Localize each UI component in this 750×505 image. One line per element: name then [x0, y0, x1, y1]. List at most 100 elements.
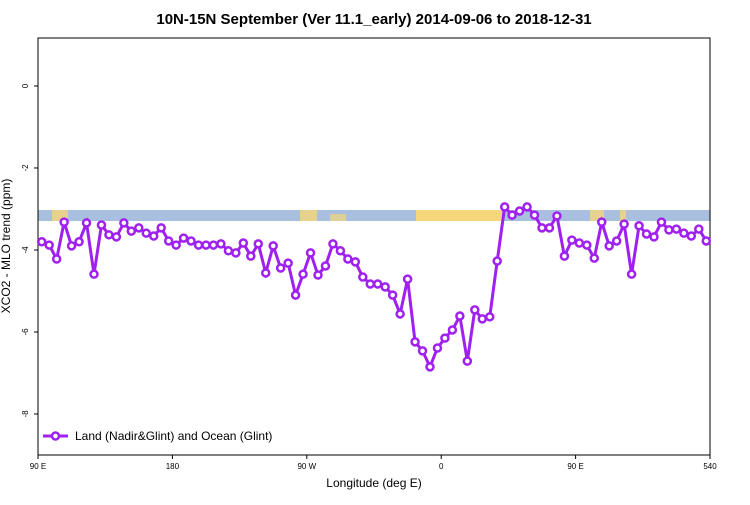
data-point — [619, 219, 629, 229]
y-tick-label: -6 — [21, 328, 30, 336]
data-point — [74, 237, 84, 247]
x-tick-label: 90 E — [30, 462, 46, 471]
y-axis-label: XCO2 - MLO trend (ppm) — [0, 179, 13, 314]
data-point — [328, 239, 338, 249]
data-point — [268, 241, 278, 251]
data-point — [66, 241, 77, 251]
data-point — [283, 258, 293, 268]
data-point — [238, 238, 249, 248]
data-point — [440, 333, 450, 343]
data-point — [350, 257, 361, 267]
land-band — [52, 210, 68, 221]
data-point — [343, 254, 353, 264]
data-point — [425, 362, 435, 372]
plot-frame — [37, 37, 711, 456]
data-point — [96, 220, 107, 230]
data-point — [552, 211, 562, 221]
data-point — [432, 343, 443, 353]
data-point — [447, 325, 458, 335]
data-point — [417, 346, 428, 356]
data-point — [246, 251, 256, 261]
x-tick-label: 540 — [703, 462, 717, 471]
data-point — [216, 239, 226, 249]
data-point — [567, 235, 577, 245]
land-band — [620, 210, 626, 221]
y-tick-label: -8 — [21, 410, 30, 418]
data-point — [231, 248, 241, 258]
data-point — [111, 232, 122, 242]
y-tick-label: -4 — [21, 246, 30, 254]
x-tick-label: 0 — [439, 462, 444, 471]
data-point — [59, 217, 69, 227]
data-point — [298, 269, 308, 279]
data-point — [178, 233, 189, 243]
y-tick-label: -2 — [21, 164, 30, 172]
data-point — [275, 263, 286, 273]
data-point — [171, 240, 181, 250]
data-point — [201, 240, 211, 250]
data-point — [559, 251, 570, 261]
data-point — [156, 223, 166, 233]
data-point — [679, 228, 689, 238]
data-point — [462, 356, 473, 366]
data-point — [395, 309, 405, 319]
data-point — [260, 268, 271, 278]
data-point — [611, 236, 622, 246]
data-point — [81, 218, 92, 228]
data-point — [455, 311, 465, 321]
ocean-band — [38, 210, 710, 221]
data-point — [402, 274, 413, 284]
data-point — [529, 210, 540, 220]
data-point — [305, 248, 316, 258]
data-point — [596, 217, 607, 227]
data-point — [649, 232, 659, 242]
data-point — [89, 269, 99, 279]
data-point — [499, 202, 510, 212]
data-point — [380, 282, 390, 292]
chart-title: 10N-15N September (Ver 11.1_early) 2014-… — [156, 11, 591, 28]
x-tick-label: 180 — [166, 462, 180, 471]
land-band — [416, 210, 502, 221]
data-point — [507, 210, 517, 220]
data-point — [163, 236, 174, 246]
data-point — [372, 279, 383, 289]
data-point — [44, 240, 54, 250]
data-point — [694, 224, 704, 234]
data-point — [686, 231, 697, 241]
data-point — [104, 230, 114, 240]
data-point — [253, 239, 264, 249]
data-point — [664, 225, 674, 235]
data-point — [656, 217, 667, 227]
x-tick-label: 90 W — [297, 462, 316, 471]
data-point — [358, 272, 368, 282]
data-point — [514, 206, 525, 216]
data-point — [544, 223, 555, 233]
data-point — [223, 246, 234, 256]
x-axis-label: Longitude (deg E) — [326, 476, 421, 490]
data-point — [410, 337, 420, 347]
land-band — [300, 210, 317, 221]
surface-band — [38, 210, 710, 221]
data-point — [320, 261, 331, 271]
data-point — [701, 236, 712, 246]
data-point — [634, 221, 644, 231]
data-point — [387, 290, 398, 300]
data-point — [365, 279, 376, 289]
data-point — [477, 314, 488, 324]
data-point — [626, 269, 637, 279]
data-point — [313, 270, 323, 280]
data-point — [208, 240, 219, 250]
x-tick-label: 90 E — [567, 462, 583, 471]
land-band — [330, 214, 346, 221]
data-point — [141, 228, 152, 238]
data-point — [119, 218, 129, 228]
data-point — [522, 202, 532, 212]
data-point — [574, 238, 585, 248]
data-point — [134, 223, 144, 233]
legend-marker — [50, 431, 61, 441]
data-point — [193, 240, 204, 250]
data-point — [671, 224, 682, 234]
data-point — [470, 305, 480, 315]
data-point — [148, 231, 159, 241]
